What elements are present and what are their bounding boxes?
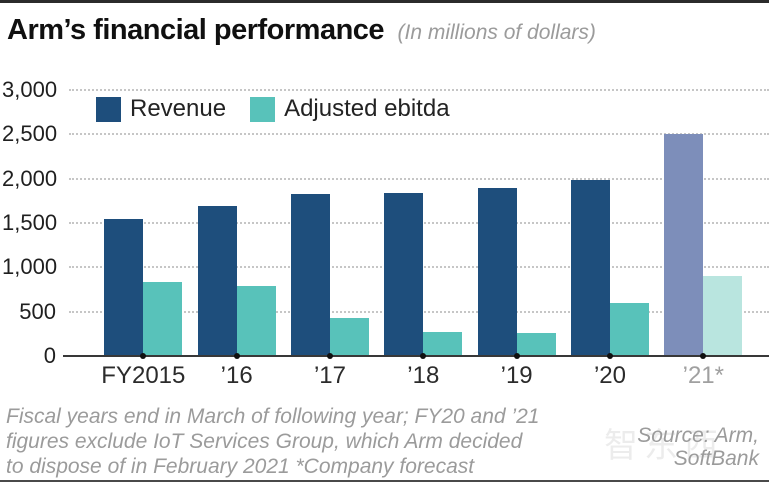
x-tick-label-19: ’19 [500, 362, 533, 389]
source-credit: Source: Arm, SoftBank [637, 424, 759, 470]
x-tick-label-16: ’16 [220, 362, 253, 389]
footnote: Fiscal years end in March of following y… [6, 404, 539, 479]
y-tick-label-500: 500 [19, 298, 56, 324]
bar-adjusted-ebitda-18 [423, 332, 463, 356]
watermark: 智东西 [604, 427, 724, 465]
legend-label-adjusted-ebitda: Adjusted ebitda [284, 95, 450, 122]
y-tick-label-3,000: 3,000 [2, 77, 58, 102]
y-tick-label-2,000: 2,000 [2, 165, 58, 191]
bar-adjusted-ebitda-20 [609, 302, 649, 356]
gridline-2500 [69, 133, 769, 136]
bottom-border-rule [0, 480, 769, 482]
source-line: Source: Arm, [637, 424, 759, 447]
x-axis-line [63, 355, 769, 357]
bar-revenue-18 [384, 192, 424, 356]
x-axis-tick [326, 353, 333, 359]
bar-adjusted-ebitda-FY2015 [143, 282, 183, 356]
footnote-line: figures exclude IoT Services Group, whic… [6, 430, 523, 453]
y-tick-label-2,500: 2,500 [2, 121, 58, 147]
legend-item-revenue: Revenue [96, 95, 226, 123]
legend-label-revenue: Revenue [130, 95, 227, 122]
footnote-line: Fiscal years end in March of following y… [6, 405, 540, 428]
plot-area [63, 89, 769, 359]
x-tick-label-FY2015: FY2015 [101, 362, 186, 389]
bar-revenue-20 [570, 180, 610, 356]
x-tick-label-20: ’20 [593, 362, 626, 389]
gridline-2000 [69, 177, 769, 180]
chart-title: Arm’s financial performance [7, 14, 385, 46]
x-axis-tick [606, 353, 613, 359]
x-tick-label-17: ’17 [313, 362, 346, 389]
x-axis-tick [140, 353, 147, 359]
x-tick-label-18: ’18 [407, 362, 440, 389]
bar-revenue-FY2015 [104, 218, 144, 356]
legend-item-adjusted-ebitda: Adjusted ebitda [250, 95, 450, 123]
bar-revenue-16 [197, 206, 237, 356]
footnote-line: to dispose of in February 2021 *Company … [6, 455, 475, 478]
top-border-rule [0, 0, 769, 3]
chart-header: Arm’s financial performance (In millions… [7, 14, 596, 47]
y-tick-label-0: 0 [43, 343, 56, 368]
x-tick-label-21: ’21* [682, 362, 724, 389]
bar-revenue-19 [477, 187, 517, 356]
x-axis-tick [420, 353, 427, 359]
revenue-swatch [96, 96, 121, 122]
source-line: SoftBank [673, 447, 759, 470]
bar-adjusted-ebitda-16 [236, 285, 276, 356]
x-axis-tick [233, 353, 240, 359]
chart-subtitle: (In millions of dollars) [397, 21, 596, 44]
bar-revenue-17 [290, 193, 330, 356]
y-tick-label-1,500: 1,500 [2, 210, 58, 235]
bar-adjusted-ebitda-19 [516, 332, 556, 356]
legend: Revenue Adjusted ebitda [96, 95, 450, 123]
bar-adjusted-ebitda-21 [703, 276, 743, 356]
x-axis-tick [513, 353, 520, 359]
y-tick-label-1,000: 1,000 [2, 254, 58, 280]
bar-revenue-21 [664, 134, 704, 356]
bar-adjusted-ebitda-17 [329, 317, 369, 356]
adjusted-ebitda-swatch [250, 96, 276, 122]
x-axis-tick [700, 353, 707, 359]
gridline-3000 [69, 89, 769, 91]
